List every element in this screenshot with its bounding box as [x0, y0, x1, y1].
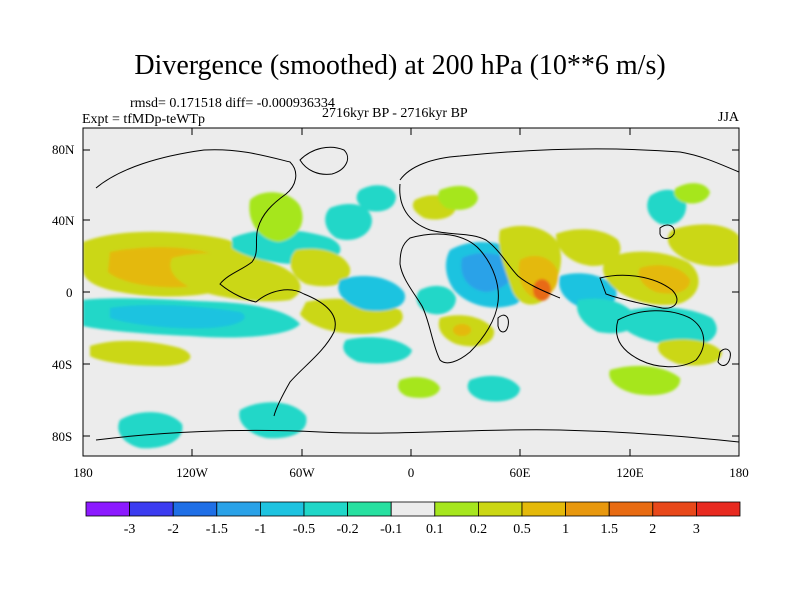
madagascar-coast — [497, 314, 509, 333]
colorbar-label: 0.5 — [513, 522, 531, 537]
chart-title: Divergence (smoothed) at 200 hPa (10**6 … — [134, 50, 666, 81]
field-region — [118, 412, 183, 449]
lon-tick-label: 180 — [729, 465, 749, 480]
field-region — [290, 248, 351, 287]
field-region — [622, 307, 717, 346]
coastlines — [95, 146, 739, 443]
maritime-continent-coast — [599, 274, 678, 309]
field-region — [438, 185, 478, 210]
colorbar-label: -1.5 — [206, 522, 228, 537]
colorbar-swatch — [696, 501, 741, 517]
field-region — [658, 339, 722, 366]
colorbar-swatch — [347, 501, 392, 517]
japan-coast — [659, 224, 675, 239]
south-america-coast — [255, 289, 336, 417]
lon-tick-label: 0 — [408, 465, 415, 480]
lon-tick-label: 60E — [510, 465, 531, 480]
lat-tick-label: 80S — [52, 429, 72, 444]
lon-tick-label: 180 — [73, 465, 93, 480]
field-region — [667, 224, 739, 267]
colorbar-swatch — [303, 501, 348, 517]
colorbar-swatch — [259, 501, 305, 517]
colorbar-swatch — [521, 501, 566, 517]
lon-tick-label: 120W — [176, 465, 209, 480]
colorbar-swatch — [477, 501, 523, 517]
field-region — [90, 340, 191, 366]
field-region — [576, 298, 637, 334]
field-region — [461, 253, 514, 292]
lat-tick-label: 40S — [52, 357, 72, 372]
field-region — [249, 192, 303, 242]
season-label: JJA — [718, 110, 740, 125]
colorbar-label: 1.5 — [600, 522, 618, 537]
lon-tick-label: 60W — [289, 465, 315, 480]
colorbar-swatch — [390, 501, 436, 517]
field-region — [343, 337, 412, 364]
field-region — [239, 402, 307, 439]
field-region — [638, 265, 690, 294]
lat-tick-label: 80N — [52, 142, 75, 157]
field-region — [398, 377, 440, 398]
colorbar-label: 2 — [649, 522, 656, 537]
colorbar-swatch — [608, 501, 654, 517]
antarctica-coast — [95, 429, 739, 443]
field-region — [647, 189, 687, 225]
colorbar-label: -3 — [124, 522, 136, 537]
north-america-coast — [95, 149, 297, 303]
colorbar-label: -0.5 — [293, 522, 315, 537]
field-region — [556, 229, 621, 266]
field-region — [453, 324, 471, 336]
field-region — [356, 185, 396, 212]
colorbar-label: -0.2 — [337, 522, 359, 537]
stats-text: rmsd= 0.171518 diff= -0.000936334 — [130, 96, 335, 111]
colorbar-swatch — [434, 501, 479, 517]
eurasia-south-coast — [399, 183, 561, 299]
colorbar-swatch — [652, 501, 697, 517]
experiment-label: Expt = tfMDp-teWTp — [82, 112, 205, 127]
field-region — [467, 375, 520, 402]
divergence-field — [83, 146, 739, 449]
greenland-coast — [299, 146, 348, 175]
colorbar-label: -0.1 — [380, 522, 402, 537]
field-region — [674, 183, 710, 204]
colorbar-label: 0.2 — [470, 522, 488, 537]
field-region — [325, 204, 372, 240]
field-region — [110, 305, 245, 329]
africa-coast — [399, 233, 499, 364]
lat-tick-label: 0 — [66, 285, 73, 300]
colorbar-swatch — [129, 501, 174, 517]
australia-coast — [616, 310, 705, 368]
field-region — [170, 253, 301, 302]
colorbar-label: 1 — [562, 522, 569, 537]
lat-tick-label: 40N — [52, 213, 75, 228]
lat-axis: 80N 40N 0 40S 80S — [52, 142, 739, 444]
field-region — [609, 365, 681, 396]
new-zealand-coast — [717, 348, 731, 366]
eurasia-north-coast — [399, 148, 739, 181]
colorbar-swatch — [172, 501, 218, 517]
period-label: 2716kyr BP - 2716kyr BP — [322, 106, 468, 121]
colorbar: -3 -2 -1.5 -1 -0.5 -0.2 -0.1 0.1 0.2 0.5 1 1.5 2 3 — [85, 501, 741, 537]
colorbar-label: -2 — [167, 522, 179, 537]
colorbar-swatch — [216, 501, 261, 517]
lon-axis: 180 120W 60W 0 60E 120E 180 — [73, 128, 749, 480]
colorbar-label: -1 — [255, 522, 267, 537]
colorbar-swatch — [85, 501, 130, 517]
field-region — [416, 285, 456, 315]
colorbar-label: 0.1 — [426, 522, 444, 537]
colorbar-label: 3 — [693, 522, 700, 537]
field-region — [338, 276, 406, 312]
lon-tick-label: 120E — [616, 465, 644, 480]
colorbar-swatch — [565, 501, 610, 517]
